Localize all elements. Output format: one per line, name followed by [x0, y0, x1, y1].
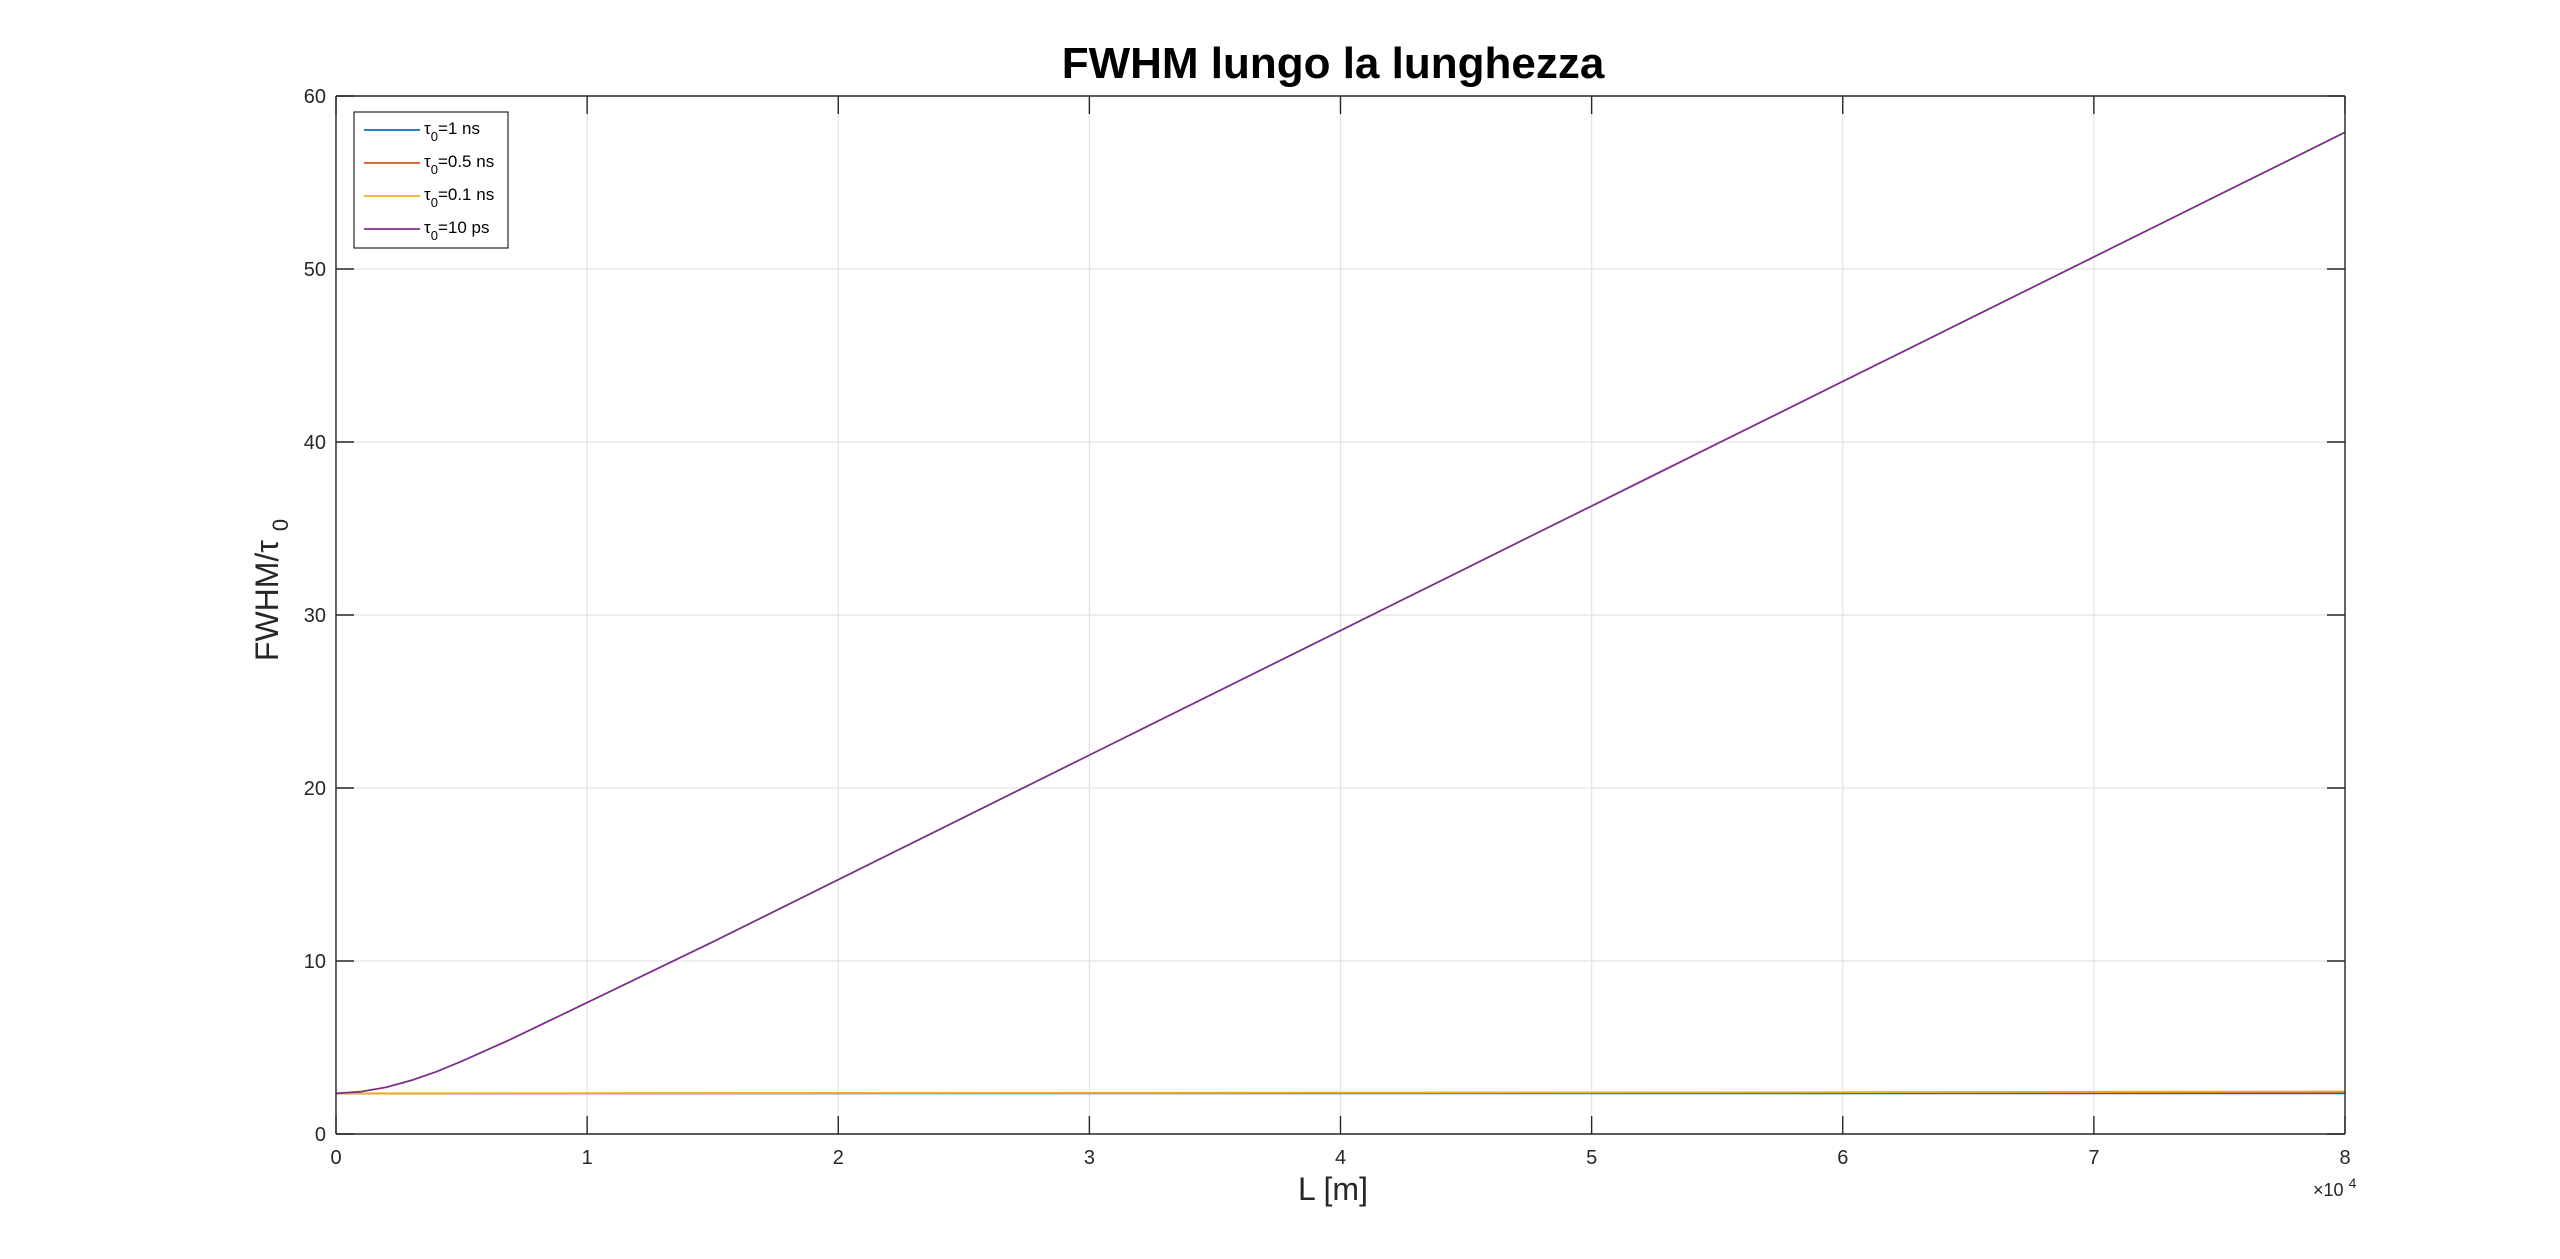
chart-title: FWHM lungo la lunghezza — [1062, 39, 1605, 88]
x-tick-label: 0 — [330, 1147, 341, 1169]
x-axis-exponent-base: ×10 — [2313, 1180, 2344, 1200]
y-axis-label-group: FWHM/τ 0 — [249, 519, 293, 661]
y-axis-ticks: 0 10 20 30 40 50 60 — [304, 86, 2345, 1146]
legend-label-subscript: 0 — [431, 228, 438, 243]
x-tick-label: 8 — [2339, 1147, 2350, 1169]
legend-label-subscript: 0 — [431, 162, 438, 177]
x-tick-label: 2 — [833, 1147, 844, 1169]
legend-label-symbol: τ — [424, 218, 431, 237]
legend-label-text: =0.5 ns — [438, 152, 494, 171]
legend-label-symbol: τ — [424, 185, 431, 204]
legend-label-symbol: τ — [424, 119, 431, 138]
series-line — [335, 1090, 2346, 1095]
legend-label: τ0=10 ps — [424, 218, 489, 243]
series-group — [335, 131, 2346, 1095]
x-axis-exponent-power: 4 — [2349, 1175, 2357, 1191]
series-line — [335, 131, 2346, 1095]
plot-area: 0 1 2 3 4 5 6 7 8 0 10 20 30 40 50 60 — [304, 86, 2351, 1169]
x-tick-label: 3 — [1084, 1147, 1095, 1169]
x-tick-label: 7 — [2088, 1147, 2099, 1169]
legend-box — [353, 111, 509, 249]
legend-label-subscript: 0 — [431, 129, 438, 144]
legend-label-text: =10 ps — [438, 218, 490, 237]
y-tick-label: 60 — [304, 86, 326, 108]
legend-label-symbol: τ — [424, 152, 431, 171]
x-tick-label: 6 — [1837, 1147, 1848, 1169]
y-tick-label: 40 — [304, 432, 326, 454]
x-tick-label: 4 — [1335, 1147, 1346, 1169]
legend-label-subscript: 0 — [431, 195, 438, 210]
x-tick-label: 1 — [582, 1147, 593, 1169]
x-axis-ticks: 0 1 2 3 4 5 6 7 8 — [330, 96, 2351, 1169]
y-axis-label-subscript: 0 — [268, 519, 293, 531]
x-axis-label: L [m] — [1298, 1171, 1368, 1207]
y-tick-label: 30 — [304, 605, 326, 627]
legend-label: τ0=0.5 ns — [424, 152, 494, 177]
x-axis-exponent: ×10 4 — [2313, 1175, 2357, 1200]
y-axis-label-main: FWHM/τ — [249, 540, 285, 661]
legend-label-text: =1 ns — [438, 119, 480, 138]
y-tick-label: 20 — [304, 778, 326, 800]
y-tick-label: 10 — [304, 951, 326, 973]
x-tick-label: 5 — [1586, 1147, 1597, 1169]
legend-label: τ0=0.1 ns — [424, 185, 494, 210]
legend-label: τ0=1 ns — [424, 119, 480, 144]
y-axis-label: FWHM/τ 0 — [249, 519, 293, 661]
y-tick-label: 50 — [304, 259, 326, 281]
y-tick-label: 0 — [315, 1124, 326, 1146]
legend-label-text: =0.1 ns — [438, 185, 494, 204]
